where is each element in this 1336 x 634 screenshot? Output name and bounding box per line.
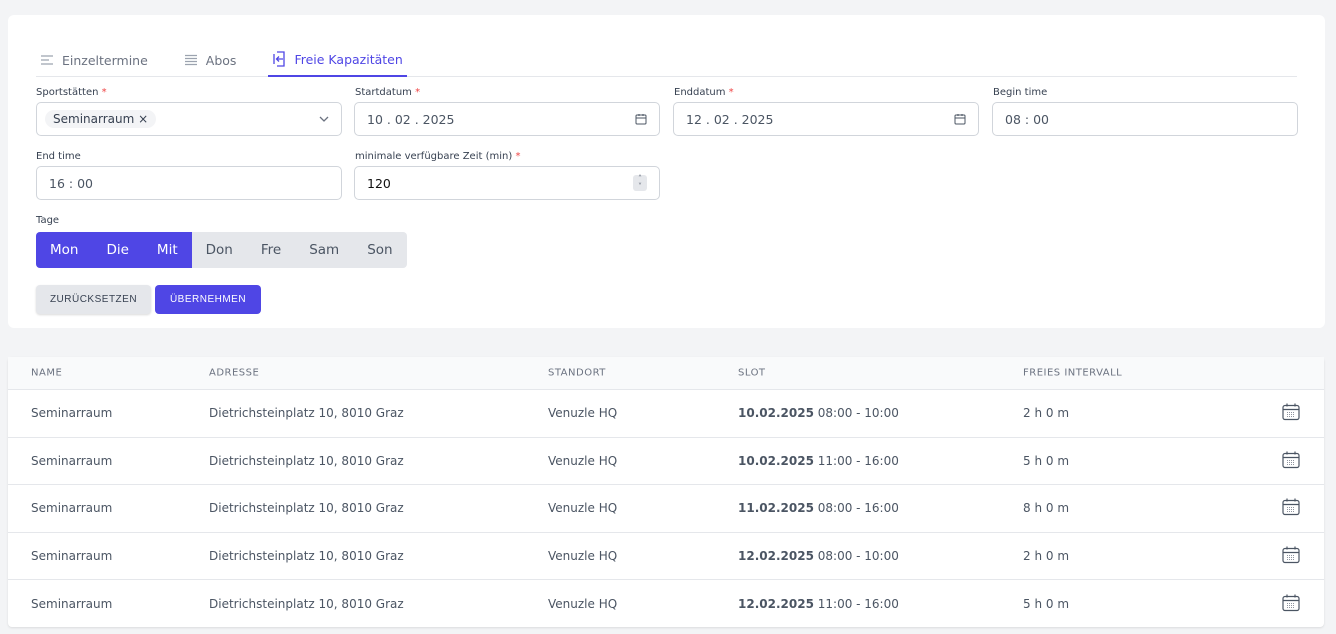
begin-time-input[interactable]: 08 : 00 [992, 102, 1298, 136]
slot-time: 08:00 - 16:00 [817, 501, 899, 516]
chevron-down-icon [319, 116, 329, 122]
min-time-input[interactable]: 120 ˄ ˅ [354, 166, 660, 200]
table-row: Seminarraum Dietrichsteinplatz 10, 8010 … [8, 580, 1324, 628]
table-row: Seminarraum Dietrichsteinplatz 10, 8010 … [8, 438, 1324, 486]
tab-label: Einzeltermine [62, 52, 148, 68]
cell-name: Seminarraum [31, 597, 113, 612]
header-adresse: ADRESSE [209, 367, 260, 379]
table-row: Seminarraum Dietrichsteinplatz 10, 8010 … [8, 533, 1324, 581]
header-slot: SLOT [738, 367, 766, 379]
cell-location: Venuzle HQ [548, 597, 618, 612]
table-header: NAME ADRESSE STANDORT SLOT FREIES INTERV… [8, 357, 1324, 390]
cell-location: Venuzle HQ [548, 406, 618, 421]
cell-location: Venuzle HQ [548, 501, 618, 516]
slot-date: 10.02.2025 [738, 406, 814, 421]
day-son[interactable]: Son [367, 242, 393, 258]
slot-date: 12.02.2025 [738, 549, 814, 564]
cell-interval: 8 h 0 m [1023, 501, 1070, 516]
tage-label: Tage [36, 215, 60, 226]
day-die[interactable]: Die [92, 232, 143, 268]
cell-address: Dietrichsteinplatz 10, 8010 Graz [209, 406, 404, 421]
day-sam[interactable]: Sam [309, 242, 340, 258]
cell-slot: 10.02.2025 11:00 - 16:00 [738, 454, 899, 468]
cell-name: Seminarraum [31, 501, 113, 516]
sportstaetten-label: Sportstätten * [36, 87, 107, 98]
min-time-value: 120 [367, 175, 391, 191]
slot-date: 12.02.2025 [738, 597, 814, 612]
cell-slot: 11.02.2025 08:00 - 16:00 [738, 501, 899, 515]
slot-time: 11:00 - 16:00 [817, 597, 899, 612]
begin-time-value: 08 : 00 [1005, 111, 1049, 127]
tab-abos[interactable]: Abos [180, 43, 241, 77]
day-fre[interactable]: Fre [260, 242, 282, 258]
table-row: Seminarraum Dietrichsteinplatz 10, 8010 … [8, 390, 1324, 438]
day-mon[interactable]: Mon [36, 232, 93, 268]
slot-time: 11:00 - 16:00 [817, 453, 899, 468]
header-standort: STANDORT [548, 367, 606, 379]
calendar-book-icon[interactable] [1282, 594, 1300, 615]
end-time-label: End time [36, 151, 81, 162]
cell-address: Dietrichsteinplatz 10, 8010 Graz [209, 597, 404, 612]
cell-address: Dietrichsteinplatz 10, 8010 Graz [209, 549, 404, 564]
tab-bar: Einzeltermine Abos Freie Kapazitäten [36, 43, 1297, 77]
enddatum-label: Enddatum * [674, 87, 734, 98]
day-mit[interactable]: Mit [142, 232, 192, 268]
cell-slot: 10.02.2025 08:00 - 10:00 [738, 406, 899, 420]
cell-interval: 5 h 0 m [1023, 453, 1070, 468]
enddatum-input[interactable]: 12 . 02 . 2025 [673, 102, 979, 136]
slot-time: 08:00 - 10:00 [817, 549, 899, 564]
slot-date: 10.02.2025 [738, 453, 814, 468]
reset-button[interactable]: ZURÜCKSETZEN [36, 285, 151, 314]
stack-icon [184, 54, 197, 66]
cell-name: Seminarraum [31, 549, 113, 564]
list-icon [41, 55, 53, 65]
calendar-book-icon[interactable] [1282, 450, 1300, 471]
startdatum-value: 10 . 02 . 2025 [367, 111, 455, 127]
end-time-value: 16 : 00 [49, 175, 93, 191]
sportstaetten-select[interactable]: Seminarraum × [36, 102, 342, 136]
table-row: Seminarraum Dietrichsteinplatz 10, 8010 … [8, 485, 1324, 533]
cell-name: Seminarraum [31, 406, 113, 421]
cell-interval: 5 h 0 m [1023, 597, 1070, 612]
tab-freie-kapazitaeten[interactable]: Freie Kapazitäten [268, 43, 407, 77]
begin-time-label: Begin time [993, 87, 1048, 98]
calendar-icon[interactable] [954, 113, 966, 125]
calendar-icon[interactable] [635, 113, 647, 125]
remove-chip-icon[interactable]: × [138, 112, 149, 126]
slot-date: 11.02.2025 [738, 501, 814, 516]
header-interval: FREIES INTERVALL [1023, 367, 1123, 379]
end-time-input[interactable]: 16 : 00 [36, 166, 342, 200]
cell-slot: 12.02.2025 11:00 - 16:00 [738, 597, 899, 611]
tab-label: Abos [205, 52, 237, 68]
startdatum-input[interactable]: 10 . 02 . 2025 [354, 102, 660, 136]
slot-time: 08:00 - 10:00 [817, 406, 899, 421]
day-don[interactable]: Don [205, 242, 233, 258]
tab-label: Freie Kapazitäten [294, 51, 403, 67]
cell-location: Venuzle HQ [548, 453, 618, 468]
calendar-book-icon[interactable] [1282, 546, 1300, 567]
calendar-book-icon[interactable] [1282, 403, 1300, 424]
number-stepper-icon[interactable]: ˄ ˅ [633, 175, 647, 191]
cell-location: Venuzle HQ [548, 549, 618, 564]
days-toggle-group: Mon Die Mit Don Fre Sam Son [36, 232, 407, 268]
cell-address: Dietrichsteinplatz 10, 8010 Graz [209, 501, 404, 516]
startdatum-label: Startdatum * [355, 87, 421, 98]
header-name: NAME [31, 367, 63, 379]
selected-chip: Seminarraum × [45, 110, 157, 128]
enddatum-value: 12 . 02 . 2025 [686, 111, 774, 127]
cell-slot: 12.02.2025 08:00 - 10:00 [738, 549, 899, 563]
cell-address: Dietrichsteinplatz 10, 8010 Graz [209, 453, 404, 468]
cell-interval: 2 h 0 m [1023, 406, 1070, 421]
calendar-book-icon[interactable] [1282, 498, 1300, 519]
cell-name: Seminarraum [31, 453, 113, 468]
cell-interval: 2 h 0 m [1023, 549, 1070, 564]
apply-button[interactable]: ÜBERNEHMEN [155, 285, 261, 314]
results-table: NAME ADRESSE STANDORT SLOT FREIES INTERV… [8, 357, 1324, 627]
tab-einzeltermine[interactable]: Einzeltermine [36, 43, 152, 77]
enter-icon [273, 51, 286, 67]
min-time-label: minimale verfügbare Zeit (min) * [355, 151, 521, 162]
